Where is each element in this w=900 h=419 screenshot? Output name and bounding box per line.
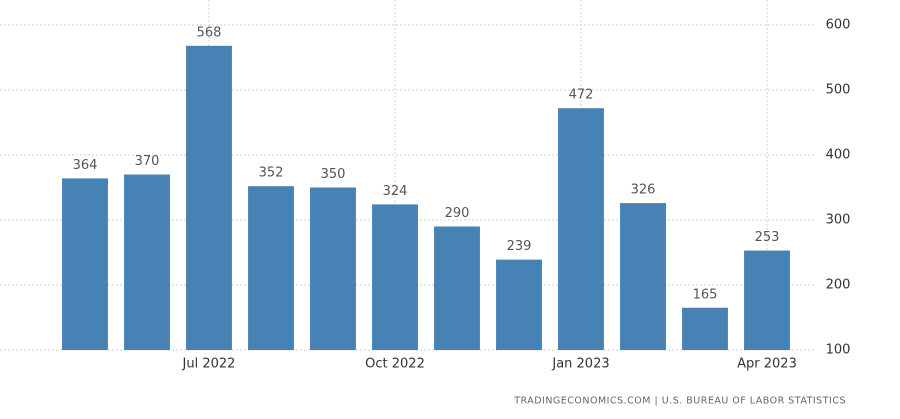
- value-label: 370: [135, 154, 160, 169]
- value-label: 290: [445, 206, 470, 221]
- value-label: 326: [631, 183, 656, 198]
- value-label: 324: [383, 184, 408, 199]
- x-tick-label: Jan 2023: [551, 357, 609, 372]
- value-label: 472: [569, 88, 594, 103]
- source-note: TRADINGECONOMICS.COM | U.S. BUREAU OF LA…: [513, 396, 846, 407]
- x-tick-label: Jul 2022: [182, 357, 236, 372]
- y-tick-label: 600: [826, 18, 851, 33]
- bar: [682, 307, 728, 350]
- x-tick-label: Apr 2023: [737, 357, 797, 372]
- y-tick-label: 400: [826, 148, 851, 163]
- value-label: 350: [321, 167, 346, 182]
- value-label: 352: [259, 166, 284, 181]
- bar: [372, 204, 418, 350]
- bar: [124, 174, 170, 350]
- y-tick-label: 500: [826, 83, 851, 98]
- bar: [620, 203, 666, 350]
- value-label: 568: [197, 25, 222, 40]
- bar: [310, 187, 356, 350]
- value-label: 239: [507, 239, 532, 254]
- y-tick-label: 300: [826, 213, 851, 228]
- y-tick-label: 200: [826, 278, 851, 293]
- value-label: 364: [73, 158, 98, 173]
- bar: [434, 226, 480, 350]
- bar: [496, 259, 542, 350]
- value-label: 253: [755, 230, 780, 245]
- bar: [558, 108, 604, 350]
- bar: [248, 186, 294, 350]
- y-tick-label: 100: [826, 343, 851, 358]
- bar: [186, 45, 232, 351]
- bar: [744, 250, 790, 350]
- value-label: 165: [693, 287, 718, 302]
- bar: [62, 178, 108, 350]
- x-tick-label: Oct 2022: [365, 357, 425, 372]
